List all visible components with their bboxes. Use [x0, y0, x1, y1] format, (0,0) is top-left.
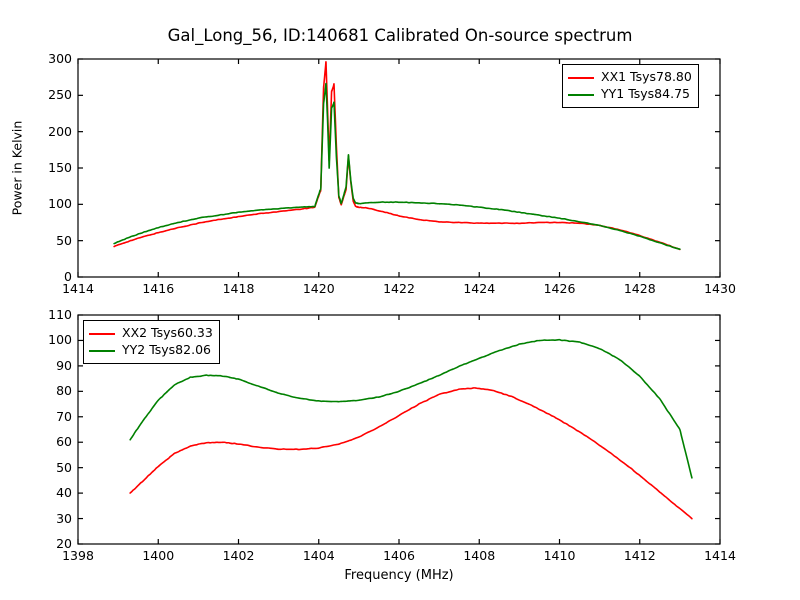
legend-item: YY1 Tsys84.75	[568, 86, 692, 103]
y-tick-label: 80	[56, 383, 72, 399]
legend-item: XX2 Tsys60.33	[89, 325, 213, 342]
y-tick-label: 50	[56, 459, 72, 475]
legend-color-swatch-green	[568, 93, 594, 96]
y-tick-label: 40	[56, 485, 72, 501]
legend-color-swatch-green	[89, 349, 115, 352]
x-tick-label: 1414	[704, 548, 736, 563]
x-tick-label: 1406	[383, 548, 415, 563]
x-tick-label: 1404	[302, 548, 335, 563]
x-tick-label: 1430	[704, 281, 736, 296]
x-tick-label: 1398	[62, 548, 94, 563]
legend-color-swatch-red	[89, 332, 115, 335]
y-tick-label: 250	[48, 87, 72, 103]
legend-item: XX1 Tsys78.80	[568, 69, 692, 86]
x-tick-label: 1414	[62, 281, 94, 296]
x-tick-label: 1402	[222, 548, 255, 563]
top-panel-legend: XX1 Tsys78.80 YY1 Tsys84.75	[562, 64, 699, 108]
x-tick-label: 1416	[142, 281, 175, 296]
x-tick-label: 1412	[623, 548, 656, 563]
legend-label: XX1 Tsys78.80	[601, 69, 692, 85]
legend-item: YY2 Tsys82.06	[89, 342, 213, 359]
x-tick-label: 1424	[463, 281, 496, 296]
y-tick-label: 110	[48, 307, 72, 322]
y-tick-label: 70	[56, 408, 72, 424]
y-tick-label: 50	[56, 232, 72, 248]
y-tick-label: 30	[56, 510, 72, 526]
y-tick-label: 100	[48, 332, 72, 348]
y-tick-label: 150	[48, 160, 72, 175]
y-tick-label: 90	[56, 357, 72, 373]
y-tick-label: 60	[56, 434, 72, 450]
bottom-panel-x-axis-label: Frequency (MHz)	[344, 568, 454, 583]
page-title: Gal_Long_56, ID:140681 Calibrated On-sou…	[167, 26, 633, 45]
y-tick-label: 20	[56, 536, 72, 551]
x-tick-label: 1408	[463, 548, 496, 563]
x-tick-label: 1410	[543, 548, 576, 563]
y-tick-label: 300	[48, 51, 72, 66]
x-tick-label: 1400	[142, 548, 175, 563]
x-tick-label: 1422	[383, 281, 415, 296]
x-tick-label: 1418	[222, 281, 255, 296]
x-tick-label: 1426	[543, 281, 576, 296]
legend-label: XX2 Tsys60.33	[122, 325, 213, 341]
x-tick-label: 1420	[302, 281, 335, 296]
y-tick-label: 100	[48, 196, 72, 212]
x-tick-label: 1428	[623, 281, 656, 296]
y-tick-label: 0	[64, 269, 72, 284]
legend-color-swatch-red	[568, 76, 594, 79]
bottom-panel-legend: XX2 Tsys60.33 YY2 Tsys82.06	[83, 320, 220, 364]
y-tick-label: 200	[48, 123, 72, 139]
legend-label: YY2 Tsys82.06	[122, 342, 211, 358]
legend-label: YY1 Tsys84.75	[601, 86, 690, 102]
